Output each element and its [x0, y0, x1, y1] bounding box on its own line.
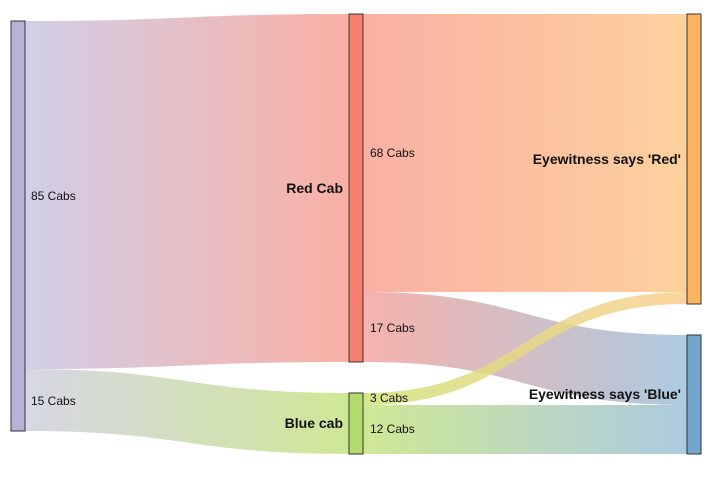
- link-red-red: [363, 14, 687, 292]
- nodes: [10, 13, 702, 455]
- links: [25, 14, 687, 454]
- flow-label-src-red: 85 Cabs: [31, 189, 76, 203]
- link-src-blue: [25, 369, 349, 454]
- link-blue-blue: [363, 405, 687, 454]
- flow-label-red-red: 68 Cabs: [370, 146, 415, 160]
- node-says-blue: [686, 334, 702, 455]
- flow-labels: 85 Cabs 15 Cabs 68 Cabs 17 Cabs 3 Cabs 1…: [31, 146, 415, 436]
- node-red-cab: [348, 13, 364, 363]
- flow-label-blue-blue: 12 Cabs: [370, 422, 415, 436]
- label-blue-cab: Blue cab: [285, 415, 343, 431]
- node-blue-cab: [348, 392, 364, 455]
- link-blue-red: [363, 292, 687, 405]
- node-source: [10, 20, 26, 432]
- flow-label-red-blue: 17 Cabs: [370, 321, 415, 335]
- label-red-cab: Red Cab: [286, 180, 343, 196]
- flow-label-src-blue: 15 Cabs: [31, 394, 76, 408]
- label-says-blue: Eyewitness says 'Blue': [529, 386, 681, 402]
- label-says-red: Eyewitness says 'Red': [533, 151, 681, 167]
- flow-label-blue-red: 3 Cabs: [370, 391, 408, 405]
- node-labels: Red Cab Blue cab Eyewitness says 'Red' E…: [285, 151, 681, 431]
- node-says-red: [686, 13, 702, 305]
- link-src-red: [25, 14, 349, 369]
